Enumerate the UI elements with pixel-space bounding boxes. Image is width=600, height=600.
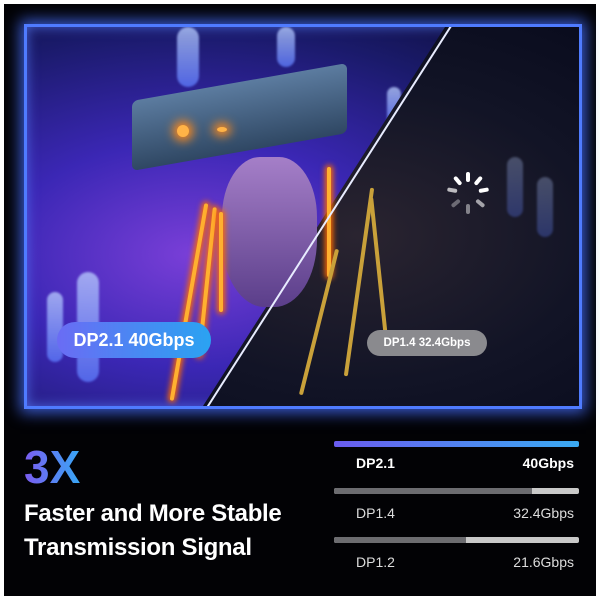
bar-fill xyxy=(334,488,533,494)
bar-dp12 xyxy=(334,537,579,543)
character-face xyxy=(222,157,317,307)
vr-headset xyxy=(132,63,347,171)
light-tube xyxy=(507,157,523,217)
comparison-scene: DP2.1 40Gbps DP1.4 32.4Gbps xyxy=(24,24,582,409)
headline-line1: Faster and More Stable xyxy=(24,500,282,527)
dp21-badge: DP2.1 40Gbps xyxy=(57,322,211,358)
spinner-icon xyxy=(446,172,490,214)
light-tube xyxy=(177,27,199,87)
light-tube xyxy=(277,27,295,67)
label-dp21: DP2.1 xyxy=(356,455,395,471)
product-banner: DP2.1 40Gbps DP1.4 32.4Gbps 3X Faster an… xyxy=(4,4,596,596)
headline-multiplier: 3X xyxy=(24,441,81,493)
label-dp12: DP1.2 xyxy=(356,554,395,570)
dp14-badge: DP1.4 32.4Gbps xyxy=(367,330,487,356)
speed-dp12: 21.6Gbps xyxy=(513,554,574,570)
light-tube xyxy=(537,177,553,237)
bar-fill xyxy=(334,537,467,543)
speed-dp14: 32.4Gbps xyxy=(513,505,574,521)
headset-light xyxy=(217,127,227,132)
label-dp14: DP1.4 xyxy=(356,505,395,521)
hair-strand xyxy=(327,167,331,277)
hair-strand xyxy=(219,212,223,312)
bar-dp14 xyxy=(334,488,579,494)
speed-dp21: 40Gbps xyxy=(522,455,574,471)
headline-line2: Transmission Signal xyxy=(24,534,252,561)
headset-light xyxy=(177,125,189,137)
bar-dp21 xyxy=(334,441,579,447)
